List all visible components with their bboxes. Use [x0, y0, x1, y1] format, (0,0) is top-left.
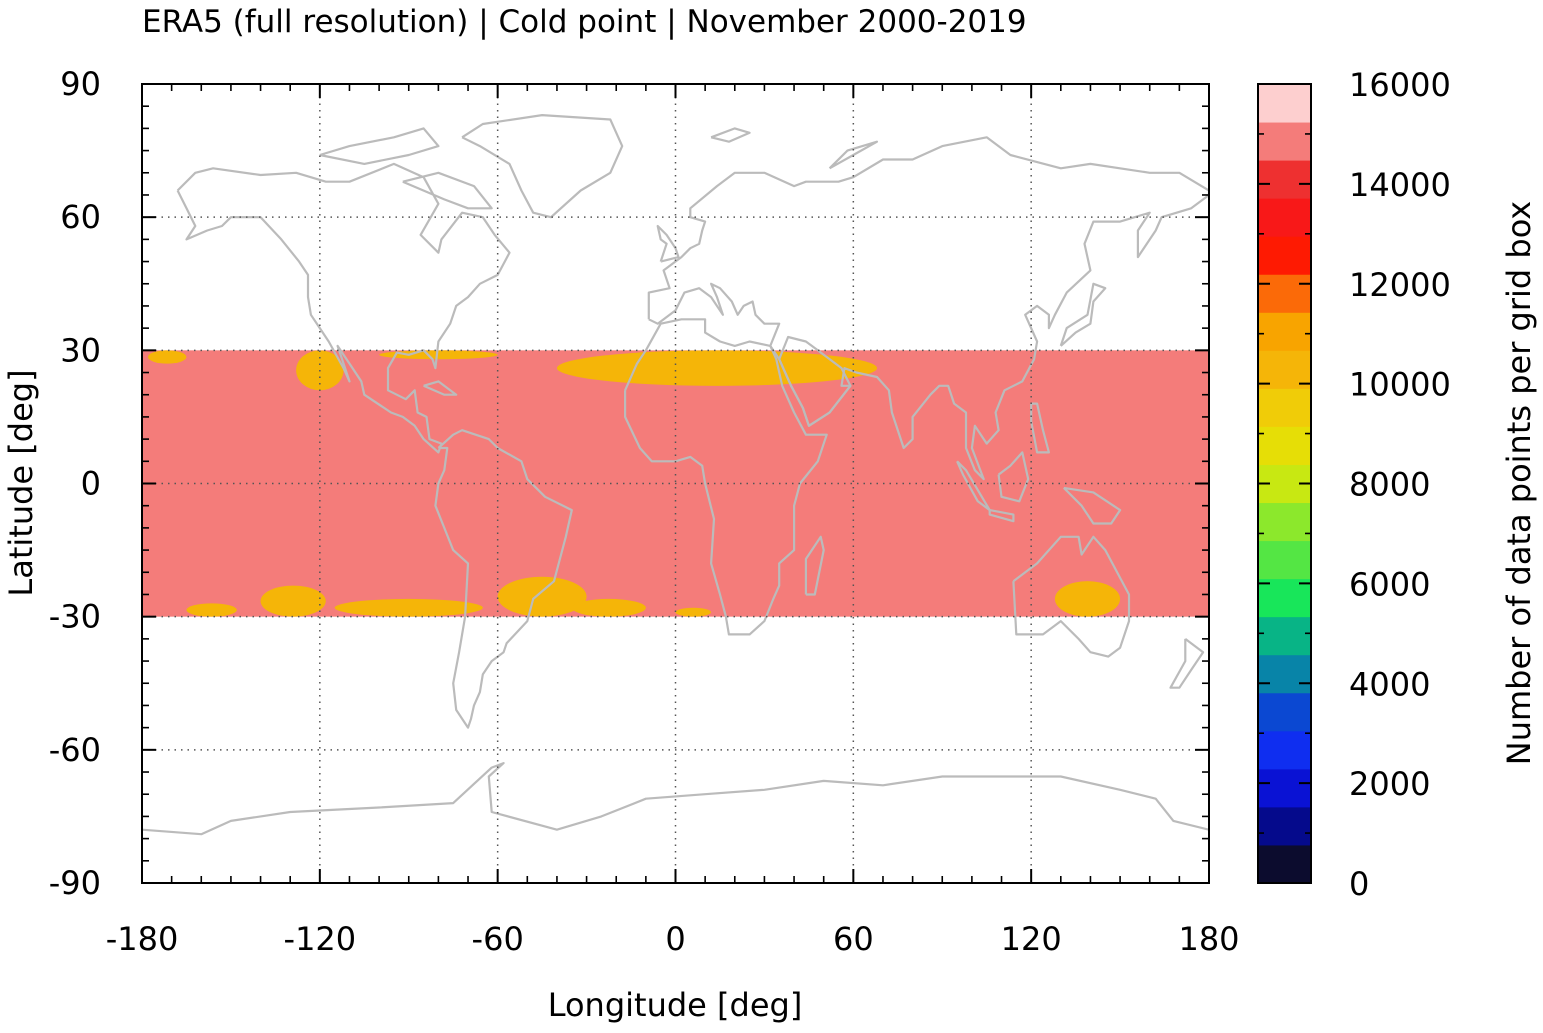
x-tick-label: -120 — [284, 920, 357, 958]
colorbar-swatch — [1258, 540, 1311, 580]
colorbar-swatch — [1258, 84, 1311, 123]
coastline-3 — [402, 171, 493, 210]
coastline-6 — [647, 136, 1209, 481]
x-tick-label: 60 — [833, 920, 874, 958]
colorbar-tick-label: 6000 — [1349, 565, 1430, 603]
coastline-19 — [710, 127, 751, 143]
y-tick-label: 90 — [60, 65, 101, 103]
coastline-14 — [1030, 402, 1051, 454]
coastline-11 — [956, 460, 991, 512]
region-higher-count-3 — [186, 603, 237, 617]
colorbar-swatch — [1258, 806, 1311, 846]
colorbar-swatch — [1258, 198, 1311, 237]
colorbar-tick-label: 2000 — [1349, 765, 1430, 803]
x-axis-label: Longitude [deg] — [548, 986, 803, 1024]
x-tick-label: 120 — [1001, 920, 1062, 958]
colorbar-swatch — [1258, 730, 1311, 770]
colorbar-swatch — [1258, 844, 1311, 884]
colorbar-swatch — [1258, 388, 1311, 427]
coastline-0 — [176, 162, 511, 454]
x-tick-label: -180 — [106, 920, 179, 958]
plot-frame — [141, 83, 1210, 884]
coastline-15 — [1059, 282, 1107, 347]
coastlines — [142, 113, 1209, 836]
region-higher-count-8 — [556, 350, 878, 386]
colorbar-swatch — [1258, 578, 1311, 618]
colorbar-label: Number of data points per grid box — [1500, 201, 1538, 765]
colorbar-tick-label: 4000 — [1349, 665, 1430, 703]
colorbar: 0 2000 4000 6000 8000 10000 12000 14000 16000 Nu… — [1257, 66, 1538, 903]
colorbar-swatch — [1258, 426, 1311, 465]
region-higher-count-0 — [147, 350, 187, 364]
gridlines — [142, 84, 1209, 883]
colorbar-swatch — [1258, 312, 1311, 351]
colorbar-tick-label: 0 — [1349, 865, 1369, 903]
region-higher-count-7 — [571, 598, 646, 617]
y-tick-labels: -90 -60 -30 0 30 60 90 — [49, 65, 101, 902]
colorbar-tick-label: 10000 — [1349, 366, 1451, 404]
y-tick-label: -60 — [49, 731, 101, 769]
colorbar-tick-labels: 0 2000 4000 6000 8000 10000 12000 14000 16000 — [1349, 66, 1451, 903]
map-plot: -180 -120 -60 0 60 120 180 -90 -60 -30 0 30 60 90 — [49, 65, 1240, 958]
colorbar-tick-label: 12000 — [1349, 266, 1451, 304]
colorbar-frame — [1257, 83, 1312, 884]
coastline-5 — [434, 429, 573, 729]
coastline-21 — [142, 761, 1209, 836]
coastline-18 — [656, 224, 680, 263]
y-tick-label: 60 — [60, 198, 101, 236]
coastline-12 — [988, 509, 1015, 523]
colorbar-swatches — [1258, 84, 1311, 884]
y-axis-label: Latitude [deg] — [2, 369, 40, 596]
colorbar-tick-label: 16000 — [1349, 66, 1451, 104]
coastline-10 — [997, 451, 1030, 503]
colorbar-swatch — [1258, 692, 1311, 732]
colorbar-swatch — [1258, 160, 1311, 199]
y-tick-label: 0 — [81, 465, 101, 503]
colorbar-swatch — [1258, 274, 1311, 313]
x-tick-label: -60 — [472, 920, 524, 958]
region-higher-count-10 — [1054, 581, 1121, 617]
colorbar-swatch — [1258, 236, 1311, 275]
x-tick-label: 0 — [665, 920, 685, 958]
coastline-2 — [319, 127, 440, 165]
coastline-16 — [1012, 535, 1131, 658]
coastline-9 — [804, 535, 825, 596]
coastline-7 — [623, 318, 828, 636]
region-higher-count-4 — [260, 585, 326, 617]
y-tick-label: -30 — [49, 598, 101, 636]
chart-title: ERA5 (full resolution) | Cold point | No… — [142, 4, 1027, 40]
x-tick-label: 180 — [1178, 920, 1239, 958]
colorbar-swatch — [1258, 502, 1311, 542]
coastline-20 — [828, 140, 879, 170]
colorbar-swatch — [1258, 122, 1311, 161]
colorbar-tick-label: 8000 — [1349, 466, 1430, 504]
coastline-4 — [423, 380, 458, 396]
y-tick-label: -90 — [49, 864, 101, 902]
region-higher-count-2 — [379, 350, 498, 360]
region-higher-count-9 — [675, 607, 712, 617]
coastline-8 — [778, 335, 852, 427]
region-higher-count-6 — [497, 576, 587, 617]
colorbar-swatch — [1258, 654, 1311, 694]
colorbar-tick-label: 14000 — [1349, 166, 1451, 204]
coastline-1 — [461, 113, 624, 219]
colorbar-swatch — [1258, 616, 1311, 656]
colorbar-swatch — [1258, 768, 1311, 808]
colorbar-swatch — [1258, 350, 1311, 389]
y-tick-label: 30 — [60, 331, 101, 369]
region-higher-count-5 — [334, 598, 483, 617]
coastline-13 — [1063, 486, 1122, 525]
x-tick-labels: -180 -120 -60 0 60 120 180 — [106, 920, 1240, 958]
coastline-17 — [1169, 638, 1205, 689]
